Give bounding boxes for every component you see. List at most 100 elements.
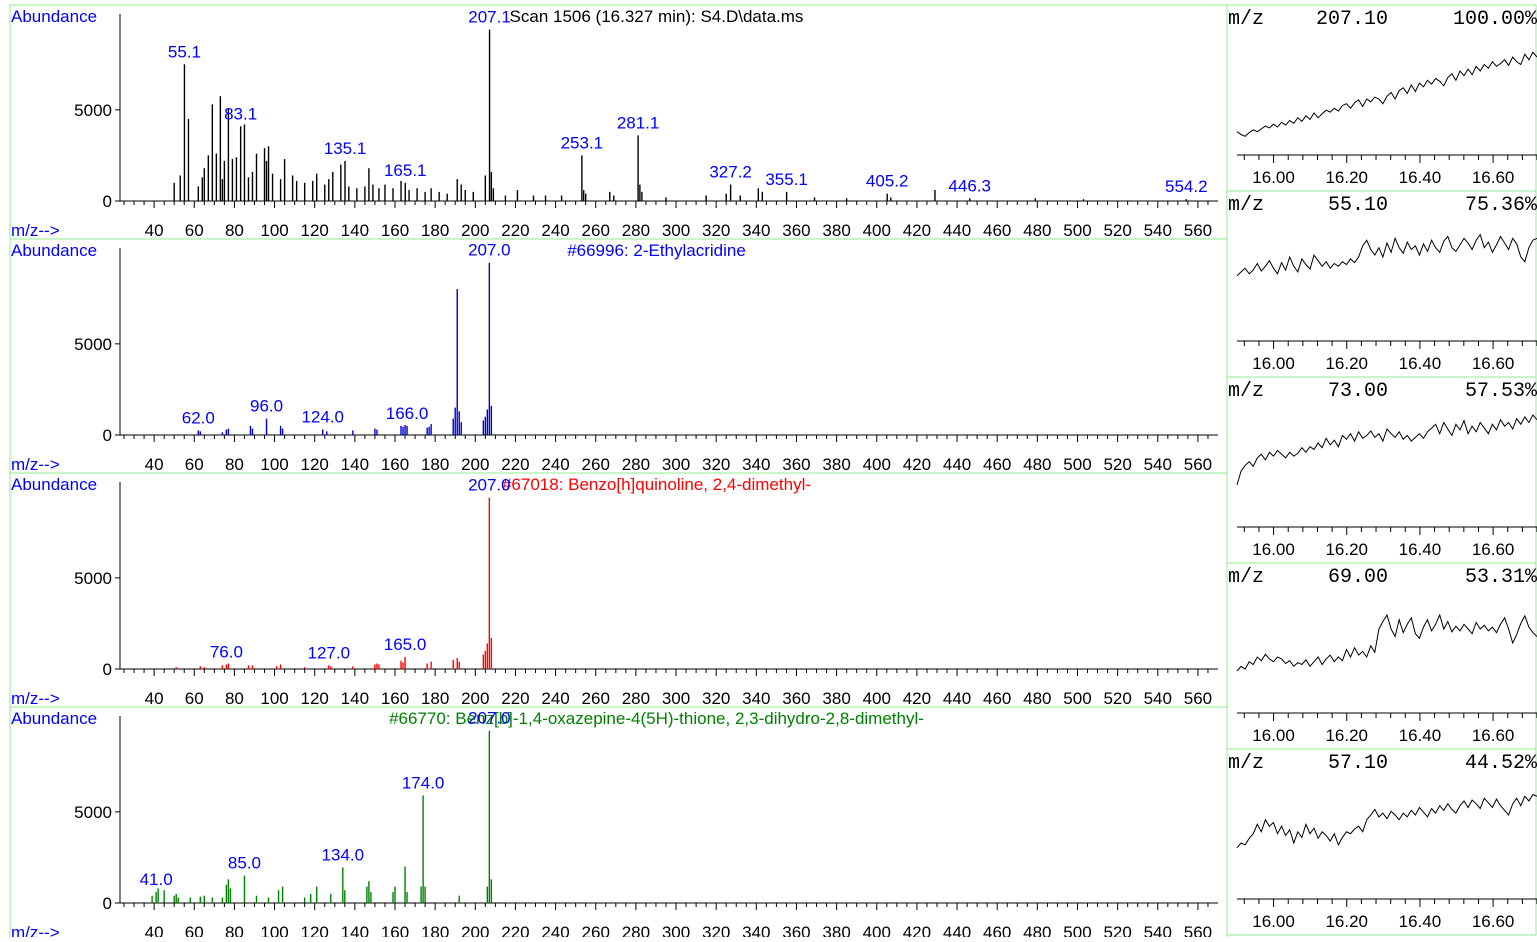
spectrum-panel-2: #66996: 2-Ethylacridine Abundance m/z--> 40… bbox=[9, 238, 1228, 474]
y-tick-label: 0 bbox=[103, 894, 112, 913]
y-axis-label: Abundance bbox=[11, 7, 97, 26]
x-tick-label: 480 bbox=[1023, 455, 1051, 474]
eic-panel-5: m/z 57.10 44.52% 16.00 16.20 16.40 16.60 bbox=[1226, 748, 1537, 936]
peak-label: 85.0 bbox=[228, 854, 261, 873]
x-tick-label: 460 bbox=[983, 689, 1011, 708]
peak-label: 327.2 bbox=[709, 163, 752, 182]
x-tick-label: 380 bbox=[822, 923, 850, 937]
eic-tick-label: 16.40 bbox=[1399, 168, 1442, 187]
eic-frame bbox=[1226, 748, 1537, 936]
peak-label: 96.0 bbox=[250, 397, 283, 416]
peak-label: 76.0 bbox=[210, 642, 243, 661]
x-tick-label: 400 bbox=[863, 455, 891, 474]
x-tick-label: 300 bbox=[662, 923, 690, 937]
eic-ion-label: m/z bbox=[1228, 194, 1264, 217]
x-axis-label: m/z--> bbox=[11, 455, 60, 474]
eic-mz-value: 69.00 bbox=[1328, 566, 1388, 589]
peak-label: 446.3 bbox=[948, 176, 991, 195]
x-tick-label: 560 bbox=[1184, 455, 1212, 474]
eic-frame bbox=[1226, 190, 1537, 378]
eic-frame bbox=[1226, 4, 1537, 192]
eic-tick-label: 16.60 bbox=[1472, 354, 1515, 373]
x-tick-label: 100 bbox=[260, 455, 288, 474]
eic-panel-4: m/z 69.00 53.31% 16.00 16.20 16.40 16.60 bbox=[1226, 562, 1537, 750]
peak-label: 41.0 bbox=[140, 870, 173, 889]
eic-tick-label: 16.20 bbox=[1325, 540, 1368, 559]
x-tick-label: 100 bbox=[260, 923, 288, 937]
x-tick-label: 360 bbox=[782, 221, 810, 240]
eic-tick-label: 16.60 bbox=[1472, 540, 1515, 559]
eic-mz-value: 57.10 bbox=[1328, 752, 1388, 775]
y-axis-label: Abundance bbox=[11, 241, 97, 260]
x-tick-label: 420 bbox=[903, 689, 931, 708]
x-tick-label: 540 bbox=[1144, 221, 1172, 240]
x-tick-label: 500 bbox=[1063, 923, 1091, 937]
x-tick-label: 100 bbox=[260, 221, 288, 240]
eic-tick-label: 16.60 bbox=[1472, 168, 1515, 187]
eic-ion-label: m/z bbox=[1228, 752, 1264, 775]
x-tick-label: 100 bbox=[260, 689, 288, 708]
x-tick-label: 520 bbox=[1103, 455, 1131, 474]
x-tick-label: 440 bbox=[943, 221, 971, 240]
x-tick-label: 180 bbox=[421, 923, 449, 937]
eic-tick-label: 16.20 bbox=[1325, 354, 1368, 373]
y-tick-label: 5000 bbox=[74, 803, 112, 822]
x-tick-label: 420 bbox=[903, 923, 931, 937]
x-axis-label: m/z--> bbox=[11, 221, 60, 240]
x-tick-label: 360 bbox=[782, 455, 810, 474]
eic-ion-label: m/z bbox=[1228, 380, 1264, 403]
peak-label: 281.1 bbox=[617, 113, 660, 132]
eic-mz-value: 207.10 bbox=[1316, 8, 1388, 31]
x-tick-label: 560 bbox=[1184, 923, 1212, 937]
spectrum-title: #67018: Benzo[h]quinoline, 2,4-dimethyl- bbox=[502, 475, 811, 494]
eic-tick-label: 16.60 bbox=[1472, 912, 1515, 931]
peak-label: 207.0 bbox=[468, 241, 511, 260]
peak-label: 174.0 bbox=[402, 773, 445, 792]
eic-tick-label: 16.00 bbox=[1252, 912, 1295, 931]
x-tick-label: 320 bbox=[702, 455, 730, 474]
peak-label: 83.1 bbox=[224, 104, 257, 123]
x-tick-label: 260 bbox=[582, 689, 610, 708]
x-tick-label: 380 bbox=[822, 455, 850, 474]
x-tick-label: 60 bbox=[185, 221, 204, 240]
eic-tick-label: 16.20 bbox=[1325, 168, 1368, 187]
x-tick-label: 300 bbox=[662, 221, 690, 240]
x-tick-label: 200 bbox=[461, 923, 489, 937]
x-axis-label: m/z--> bbox=[11, 689, 60, 708]
x-tick-label: 400 bbox=[863, 689, 891, 708]
eic-frame bbox=[1226, 562, 1537, 750]
eic-trace bbox=[1236, 414, 1537, 486]
peak-label: 554.2 bbox=[1165, 177, 1208, 196]
x-tick-label: 560 bbox=[1184, 221, 1212, 240]
x-tick-label: 440 bbox=[943, 923, 971, 937]
x-tick-label: 240 bbox=[541, 455, 569, 474]
x-tick-label: 60 bbox=[185, 455, 204, 474]
x-tick-label: 280 bbox=[622, 455, 650, 474]
x-tick-label: 180 bbox=[421, 689, 449, 708]
x-tick-label: 120 bbox=[301, 689, 329, 708]
x-tick-label: 160 bbox=[381, 455, 409, 474]
y-tick-label: 0 bbox=[103, 426, 112, 445]
x-tick-label: 400 bbox=[863, 221, 891, 240]
eic-tick-label: 16.40 bbox=[1399, 540, 1442, 559]
x-tick-label: 280 bbox=[622, 923, 650, 937]
x-tick-label: 220 bbox=[501, 455, 529, 474]
x-tick-label: 60 bbox=[185, 689, 204, 708]
x-tick-label: 200 bbox=[461, 221, 489, 240]
x-tick-label: 280 bbox=[622, 689, 650, 708]
x-tick-label: 460 bbox=[983, 923, 1011, 937]
x-axis-label: m/z--> bbox=[11, 923, 60, 937]
x-tick-label: 160 bbox=[381, 923, 409, 937]
x-tick-label: 80 bbox=[225, 455, 244, 474]
x-tick-label: 80 bbox=[225, 221, 244, 240]
x-tick-label: 480 bbox=[1023, 689, 1051, 708]
peak-label: 207.0 bbox=[468, 709, 511, 728]
eic-percent: 57.53% bbox=[1465, 380, 1537, 403]
x-tick-label: 240 bbox=[541, 221, 569, 240]
x-tick-label: 480 bbox=[1023, 221, 1051, 240]
x-tick-label: 160 bbox=[381, 221, 409, 240]
x-tick-label: 320 bbox=[702, 221, 730, 240]
eic-percent: 100.00% bbox=[1453, 8, 1537, 31]
eic-tick-label: 16.40 bbox=[1399, 726, 1442, 745]
peak-label: 253.1 bbox=[561, 133, 604, 152]
